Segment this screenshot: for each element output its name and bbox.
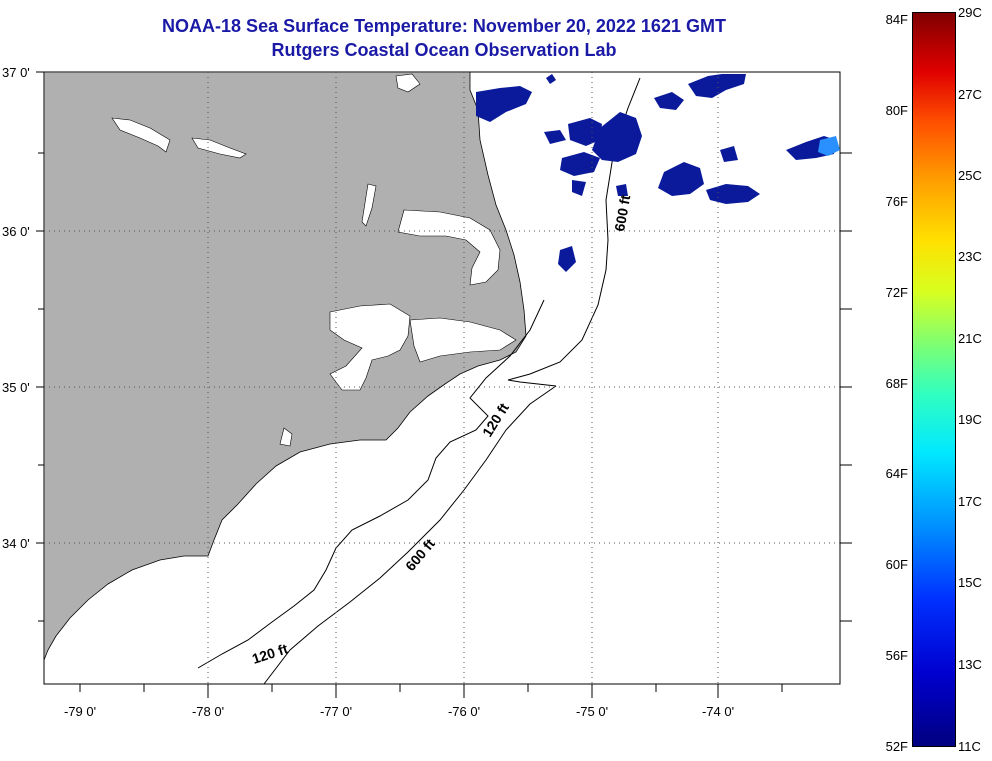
colorbar-c-label: 29C <box>958 5 982 20</box>
temperature-color-bar <box>912 12 956 747</box>
colorbar-c-label: 25C <box>958 168 982 183</box>
title-line-2: Rutgers Coastal Ocean Observation Lab <box>271 40 617 60</box>
colorbar-f-label: 52F <box>885 739 908 754</box>
lat-label: 37 0' <box>2 65 30 80</box>
colorbar-c-label: 11C <box>958 739 981 754</box>
lon-label: -75 0' <box>576 704 608 719</box>
lat-label: 36 0' <box>2 224 30 239</box>
lat-label: 35 0' <box>2 380 30 395</box>
lat-label: 34 0' <box>2 536 30 551</box>
colorbar-f-label: 56F <box>885 648 908 663</box>
colorbar-c-label: 15C <box>958 575 982 590</box>
colorbar-c-label: 21C <box>958 331 982 346</box>
lon-label: -79 0' <box>64 704 96 719</box>
contour-120ft <box>197 299 545 669</box>
colorbar-c-label: 17C <box>958 494 982 509</box>
colorbar-f-label: 84F <box>885 12 908 27</box>
gridlines <box>44 72 840 684</box>
sst-warm-patch <box>818 136 840 156</box>
title-line-1: NOAA-18 Sea Surface Temperature: Novembe… <box>162 16 726 36</box>
lon-label: -76 0' <box>448 704 480 719</box>
colorbar-c-label: 27C <box>958 87 982 102</box>
lon-label: -78 0' <box>192 704 224 719</box>
lon-label: -77 0' <box>320 704 352 719</box>
colorbar-c-label: 19C <box>958 412 982 427</box>
colorbar-f-label: 80F <box>885 103 908 118</box>
colorbar-f-label: 76F <box>885 194 908 209</box>
colorbar-c-label: 23C <box>958 249 982 264</box>
tick-marks <box>36 71 852 698</box>
contour-600ft-south <box>263 385 557 685</box>
lon-label: -74 0' <box>702 704 734 719</box>
sst-patches <box>476 74 836 272</box>
colorbar-f-label: 72F <box>885 285 908 300</box>
inland-water <box>111 73 517 447</box>
colorbar-f-label: 60F <box>885 557 908 572</box>
colorbar-f-label: 68F <box>885 376 908 391</box>
colorbar-f-label: 64F <box>885 466 908 481</box>
colorbar-c-label: 13C <box>958 657 982 672</box>
contour-label: 600 ft <box>611 193 633 232</box>
